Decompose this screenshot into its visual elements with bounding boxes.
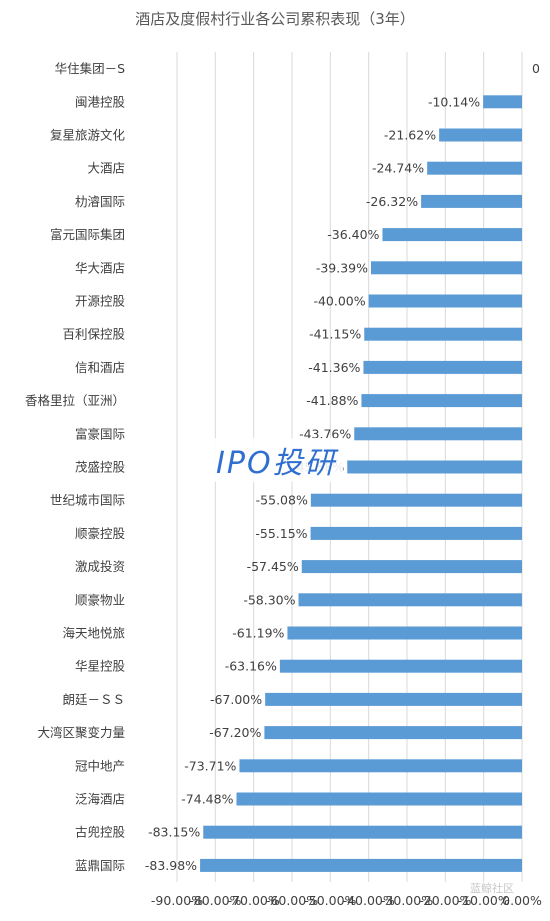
category-label: 古兜控股 [75,825,126,840]
category-label: 华住集团－S [55,61,126,76]
category-label: 信和酒店 [75,360,125,375]
data-labels: 0 -10.14% -21.62% -24.74% -26.32% -36.40% -39.… [145,61,540,873]
bar [310,526,522,540]
data-label: -57.45% [247,559,299,574]
category-label: 海天地悦旅 [62,626,125,641]
data-label: -41.88% [306,393,358,408]
bar [363,360,522,374]
category-label: 闽港控股 [75,94,126,109]
category-label: 百利保控股 [62,327,125,342]
category-label: 激成投资 [75,559,125,574]
bar [200,858,522,872]
x-tick-label: -70.00% [228,893,280,908]
data-label: -41.15% [309,327,361,342]
x-tick-label: -10.00% [458,893,510,908]
category-label: 世纪城市国际 [50,493,125,508]
bars [200,95,522,872]
category-label: 富元国际集团 [50,227,125,242]
category-label: 香格里拉（亚洲） [25,393,125,408]
x-tick-label: -90.00% [151,893,203,908]
data-label: -41.36% [308,360,360,375]
category-label: 华星控股 [75,659,126,674]
bar [301,560,522,574]
bar [354,427,522,441]
category-label: 冠中地产 [75,758,125,773]
x-tick-label: -80.00% [189,893,241,908]
x-tick-label: -50.00% [304,893,356,908]
data-label: -83.98% [145,858,197,873]
data-label: -40.00% [313,294,365,309]
bar [439,128,522,142]
bar [371,261,522,275]
category-label: 富豪国际 [75,426,125,441]
bar [368,294,522,308]
category-label: 茂盛控股 [75,460,126,475]
data-label: -67.00% [210,692,262,707]
data-label: -58.30% [243,592,295,607]
data-label: -43.76% [299,426,351,441]
bar [264,726,522,740]
bar [287,626,522,640]
corner-watermark: 蓝鲸社区 [470,882,514,895]
bar [483,95,522,109]
bar [279,659,522,673]
category-label: 朸濬国际 [75,194,125,209]
data-label: -83.15% [148,825,200,840]
data-label: -39.39% [316,260,368,275]
data-label: -36.40% [327,227,379,242]
x-tick-label: -30.00% [381,893,433,908]
category-label: 朗廷－ＳＳ [62,692,125,707]
bar [298,593,522,607]
x-axis-ticks: -90.00%-80.00%-70.00%-60.00%-50.00%-40.0… [151,893,542,908]
data-label: -10.14% [428,94,480,109]
bar [265,692,522,706]
bar [239,759,522,773]
bar [421,194,522,208]
bar [361,394,522,408]
data-label: -55.08% [256,493,308,508]
category-label: 顺豪控股 [75,526,126,541]
data-label: -74.48% [181,792,233,807]
category-label: 顺豪物业 [75,592,125,607]
data-label: -26.32% [366,194,418,209]
category-label: 大酒店 [87,161,125,176]
data-label: 0 [532,61,540,76]
bar [310,493,522,507]
data-label: -24.74% [372,161,424,176]
bar [236,792,522,806]
data-label: -73.71% [184,758,236,773]
chart-title: 酒店及度假村行业各公司累积表现（3年） [135,10,415,28]
x-tick-label: 0.00% [502,893,542,908]
category-label: 蓝鼎国际 [75,858,125,873]
bar [364,327,522,341]
x-tick-label: -40.00% [343,893,395,908]
x-tick-label: -20.00% [419,893,471,908]
category-label: 大湾区聚变力量 [37,725,125,740]
data-label: -55.15% [255,526,307,541]
data-label: -67.20% [209,725,261,740]
bar [382,228,522,242]
data-label: -21.62% [384,128,436,143]
category-label: 开源控股 [75,294,126,309]
category-label: 复星旅游文化 [50,128,126,143]
bar [427,161,522,175]
category-label: 泛海酒店 [75,792,125,807]
data-label: -61.19% [232,626,284,641]
watermark-text: IPO投研 [210,438,343,482]
bar [203,825,522,839]
category-labels: 华住集团－S 闽港控股复星旅游文化大酒店朸濬国际富元国际集团华大酒店开源控股百利保… [25,61,126,873]
data-label: -63.16% [225,659,277,674]
bar [347,460,522,474]
x-tick-label: -60.00% [266,893,318,908]
category-label: 华大酒店 [75,260,125,275]
